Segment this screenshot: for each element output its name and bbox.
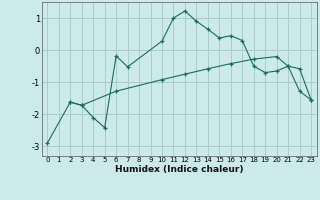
- X-axis label: Humidex (Indice chaleur): Humidex (Indice chaleur): [115, 165, 244, 174]
